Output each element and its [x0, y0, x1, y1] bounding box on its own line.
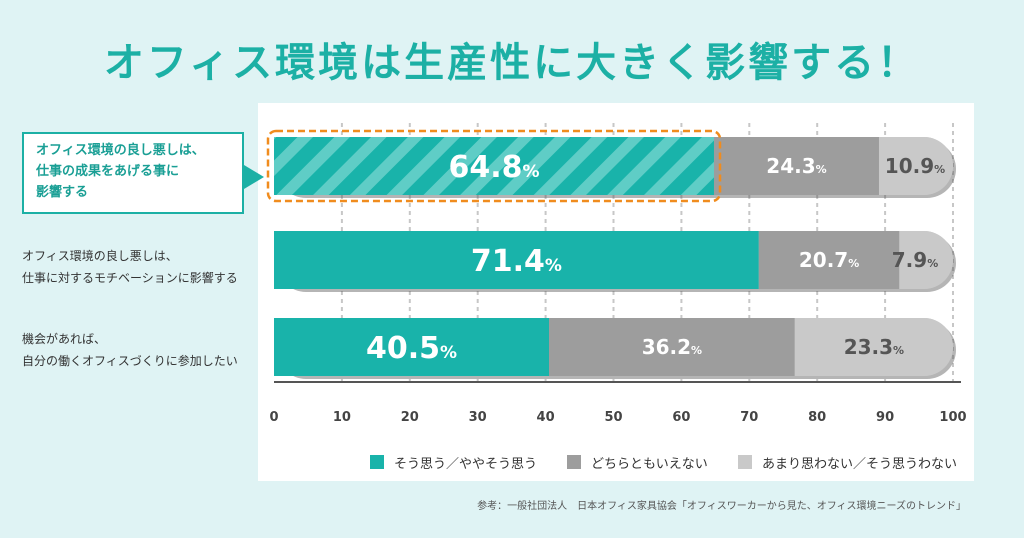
- page-title: オフィス環境は生産性に大きく影響する！: [103, 40, 921, 86]
- data-label: 23.3%: [844, 335, 904, 359]
- data-label-unit: %: [440, 343, 457, 363]
- bar-segment: [274, 137, 714, 195]
- data-label: 20.7%: [799, 248, 859, 272]
- data-label-value: 71.4: [471, 244, 545, 279]
- stacked-bar-chart: 64.8% 24.3% 10.9%71.4% 20.7% 7.9%40.5% 36.2% 2…: [266, 123, 967, 425]
- x-tick-label: 60: [672, 410, 690, 425]
- data-label-value: 24.3: [766, 154, 815, 178]
- data-label-value: 23.3: [844, 335, 893, 359]
- data-label-unit: %: [816, 163, 827, 176]
- row-label-line: 自分の働くオフィスづくりに参加したい: [22, 354, 238, 368]
- callout-line: 影響する: [36, 185, 89, 200]
- x-tick-label: 100: [939, 410, 966, 425]
- data-label: 64.8%: [448, 150, 539, 185]
- data-label-value: 7.9: [892, 248, 927, 272]
- row-label-line: 機会があれば、: [22, 332, 107, 346]
- legend-swatch: [567, 455, 581, 469]
- data-label-unit: %: [927, 257, 938, 270]
- bar-segment: [794, 318, 953, 376]
- x-tick-label: 90: [876, 410, 894, 425]
- data-label-value: 20.7: [799, 248, 848, 272]
- legend-item-agree: そう思う／ややそう思う: [370, 452, 537, 472]
- row-label-participate: 機会があれば、 自分の働くオフィスづくりに参加したい: [22, 328, 238, 372]
- data-label: 36.2%: [642, 335, 702, 359]
- x-tick-label: 30: [469, 410, 487, 425]
- callout-arrow-icon: [244, 165, 264, 189]
- data-label-value: 64.8: [448, 150, 522, 185]
- legend-label: あまり思わない／そう思うわない: [762, 456, 958, 472]
- bar-segment: [899, 231, 953, 289]
- data-label: 10.9%: [885, 154, 945, 178]
- legend-label: そう思う／ややそう思う: [394, 456, 538, 472]
- legend-item-neutral: どちらともいえない: [567, 452, 708, 472]
- source-note: 参考：一般社団法人 日本オフィス家具協会「オフィスワーカーから見た、オフィス環境…: [477, 501, 966, 512]
- legend-swatch: [370, 455, 384, 469]
- row-label-motivation: オフィス環境の良し悪しは、 仕事に対するモチベーションに影響する: [22, 245, 238, 289]
- data-label: 40.5%: [366, 331, 457, 366]
- legend-label: どちらともいえない: [591, 456, 708, 472]
- bar-segment: [548, 318, 795, 376]
- data-label-value: 36.2: [642, 335, 691, 359]
- data-label-unit: %: [545, 256, 562, 276]
- x-tick-label: 80: [808, 410, 826, 425]
- row-label-line: オフィス環境の良し悪しは、: [22, 249, 178, 263]
- x-tick-label: 20: [401, 410, 419, 425]
- data-label-unit: %: [848, 257, 859, 270]
- x-tick-label: 50: [604, 410, 622, 425]
- data-label-value: 10.9: [885, 154, 934, 178]
- bar-segment: [878, 137, 953, 195]
- bar-segment: [713, 137, 879, 195]
- bar-segment: [274, 318, 549, 376]
- callout-line: 仕事の成果をあげる事に: [36, 164, 180, 179]
- bar-segment: [274, 231, 759, 289]
- data-label-unit: %: [691, 344, 702, 357]
- callout-line: オフィス環境の良し悪しは、: [36, 143, 205, 158]
- x-tick-label: 70: [740, 410, 758, 425]
- data-label-unit: %: [522, 162, 539, 182]
- x-tick-label: 40: [537, 410, 555, 425]
- bar-segment: [758, 231, 900, 289]
- callout-box: オフィス環境の良し悪しは、 仕事の成果をあげる事に 影響する: [22, 132, 244, 214]
- data-label: 24.3%: [766, 154, 826, 178]
- data-label: 7.9%: [892, 248, 938, 272]
- legend-swatch: [738, 455, 752, 469]
- data-label-unit: %: [934, 163, 945, 176]
- data-label-value: 40.5: [366, 331, 440, 366]
- highlight-outline: [266, 129, 722, 203]
- data-label-unit: %: [893, 344, 904, 357]
- data-label: 71.4%: [471, 244, 562, 279]
- x-tick-label: 10: [333, 410, 351, 425]
- legend-item-disagree: あまり思わない／そう思うわない: [738, 452, 957, 472]
- x-tick-label: 0: [269, 410, 278, 425]
- row-label-line: 仕事に対するモチベーションに影響する: [22, 271, 238, 285]
